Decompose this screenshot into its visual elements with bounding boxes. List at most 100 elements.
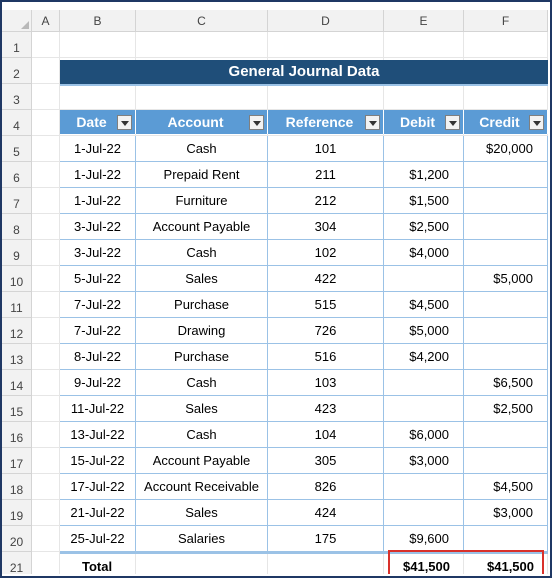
cell-debit[interactable]: $5,000	[384, 318, 464, 343]
filter-dropdown-icon[interactable]	[365, 115, 380, 130]
row-header-13[interactable]: 13	[2, 344, 32, 370]
cell-reference[interactable]: 424	[268, 500, 384, 525]
total-debit[interactable]: $41,500	[403, 559, 450, 574]
cell-debit[interactable]: $1,200	[384, 162, 464, 187]
cell-debit[interactable]: $6,000	[384, 422, 464, 447]
cell-debit[interactable]	[384, 136, 464, 161]
cell-reference[interactable]: 103	[268, 370, 384, 395]
row-header-10[interactable]: 10	[2, 266, 32, 292]
cell-reference[interactable]: 104	[268, 422, 384, 447]
filter-dropdown-icon[interactable]	[117, 115, 132, 130]
total-label[interactable]: Total	[82, 559, 113, 574]
cell-account[interactable]: Purchase	[136, 292, 268, 317]
cell-debit[interactable]	[384, 500, 464, 525]
cell-date[interactable]: 13-Jul-22	[60, 422, 136, 447]
filter-dropdown-icon[interactable]	[529, 115, 544, 130]
row-header-7[interactable]: 7	[2, 188, 32, 214]
cell-reference[interactable]: 422	[268, 266, 384, 291]
cell-account[interactable]: Account Payable	[136, 214, 268, 239]
cell-credit[interactable]: $6,500	[464, 370, 548, 395]
cell-reference[interactable]: 305	[268, 448, 384, 473]
cell-credit[interactable]: $4,500	[464, 474, 548, 499]
cell-reference[interactable]: 726	[268, 318, 384, 343]
cell-credit[interactable]	[464, 292, 548, 317]
cell-credit[interactable]	[464, 318, 548, 343]
row-header-17[interactable]: 17	[2, 448, 32, 474]
cell-date[interactable]: 3-Jul-22	[60, 240, 136, 265]
column-header-d[interactable]: D	[268, 10, 384, 32]
cell-date[interactable]: 15-Jul-22	[60, 448, 136, 473]
cell-reference[interactable]: 101	[268, 136, 384, 161]
cell-account[interactable]: Account Receivable	[136, 474, 268, 499]
cell-debit[interactable]	[384, 370, 464, 395]
cell-debit[interactable]: $4,500	[384, 292, 464, 317]
cell-credit[interactable]	[464, 188, 548, 213]
row-header-5[interactable]: 5	[2, 136, 32, 162]
row-header-3[interactable]: 3	[2, 84, 32, 110]
cell-debit[interactable]: $1,500	[384, 188, 464, 213]
cell-credit[interactable]: $2,500	[464, 396, 548, 421]
cell-reference[interactable]: 826	[268, 474, 384, 499]
row-header-15[interactable]: 15	[2, 396, 32, 422]
cell-account[interactable]: Purchase	[136, 344, 268, 369]
cell-reference[interactable]: 423	[268, 396, 384, 421]
cell-reference[interactable]: 211	[268, 162, 384, 187]
cell-date[interactable]: 25-Jul-22	[60, 526, 136, 551]
row-header-11[interactable]: 11	[2, 292, 32, 318]
cell-date[interactable]: 8-Jul-22	[60, 344, 136, 369]
cell-account[interactable]: Cash	[136, 422, 268, 447]
cell-account[interactable]: Sales	[136, 266, 268, 291]
cell-credit[interactable]	[464, 214, 548, 239]
row-header-12[interactable]: 12	[2, 318, 32, 344]
column-header-b[interactable]: B	[60, 10, 136, 32]
cell-reference[interactable]: 212	[268, 188, 384, 213]
cell-date[interactable]: 5-Jul-22	[60, 266, 136, 291]
cell-account[interactable]: Furniture	[136, 188, 268, 213]
cell-reference[interactable]: 304	[268, 214, 384, 239]
column-header-e[interactable]: E	[384, 10, 464, 32]
row-header-6[interactable]: 6	[2, 162, 32, 188]
cell-debit[interactable]	[384, 266, 464, 291]
cell-credit[interactable]	[464, 240, 548, 265]
cell-account[interactable]: Account Payable	[136, 448, 268, 473]
row-header-14[interactable]: 14	[2, 370, 32, 396]
cell-reference[interactable]: 515	[268, 292, 384, 317]
cell-credit[interactable]: $20,000	[464, 136, 548, 161]
cell-account[interactable]: Prepaid Rent	[136, 162, 268, 187]
cell-date[interactable]: 9-Jul-22	[60, 370, 136, 395]
column-header-a[interactable]: A	[32, 10, 60, 32]
cell-date[interactable]: 21-Jul-22	[60, 500, 136, 525]
cell-account[interactable]: Sales	[136, 500, 268, 525]
cell-account[interactable]: Cash	[136, 370, 268, 395]
cell-debit[interactable]: $9,600	[384, 526, 464, 551]
total-credit[interactable]: $41,500	[487, 559, 534, 574]
row-header-19[interactable]: 19	[2, 500, 32, 526]
filter-dropdown-icon[interactable]	[249, 115, 264, 130]
cell-account[interactable]: Cash	[136, 136, 268, 161]
cell-account[interactable]: Salaries	[136, 526, 268, 551]
cell-credit[interactable]	[464, 448, 548, 473]
cell-debit[interactable]: $4,000	[384, 240, 464, 265]
cell-account[interactable]: Cash	[136, 240, 268, 265]
row-header-9[interactable]: 9	[2, 240, 32, 266]
cell-account[interactable]: Sales	[136, 396, 268, 421]
cell-debit[interactable]	[384, 474, 464, 499]
filter-dropdown-icon[interactable]	[445, 115, 460, 130]
cell-account[interactable]: Drawing	[136, 318, 268, 343]
cell-credit[interactable]: $5,000	[464, 266, 548, 291]
cell-date[interactable]: 7-Jul-22	[60, 318, 136, 343]
cell-reference[interactable]: 516	[268, 344, 384, 369]
cell-credit[interactable]	[464, 344, 548, 369]
row-header-2[interactable]: 2	[2, 58, 32, 84]
cell-date[interactable]: 1-Jul-22	[60, 188, 136, 213]
row-header-16[interactable]: 16	[2, 422, 32, 448]
cell-debit[interactable]: $3,000	[384, 448, 464, 473]
cell-debit[interactable]: $2,500	[384, 214, 464, 239]
cell-debit[interactable]: $4,200	[384, 344, 464, 369]
cell-date[interactable]: 11-Jul-22	[60, 396, 136, 421]
row-header-21[interactable]: 21	[2, 552, 32, 574]
cell-date[interactable]: 1-Jul-22	[60, 136, 136, 161]
cell-date[interactable]: 1-Jul-22	[60, 162, 136, 187]
cell-credit[interactable]	[464, 422, 548, 447]
column-header-f[interactable]: F	[464, 10, 548, 32]
